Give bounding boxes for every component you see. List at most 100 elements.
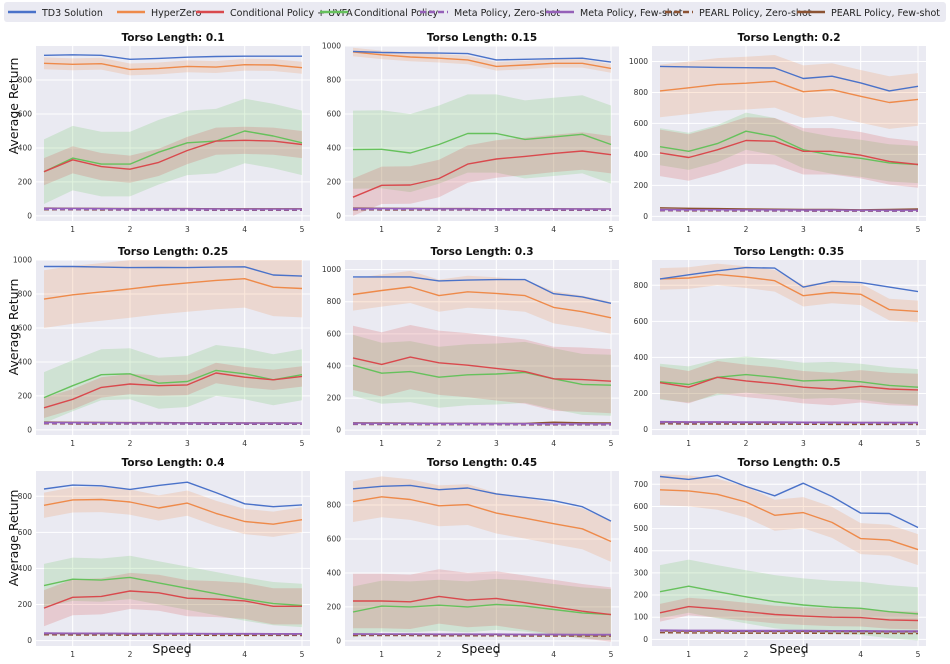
legend-label: PEARL Policy, Few-shot — [831, 8, 940, 19]
x-tick-label: 1 — [686, 439, 691, 448]
x-tick-label: 1 — [686, 225, 691, 234]
y-tick-label: 800 — [634, 281, 649, 290]
y-tick-label: 0 — [336, 636, 341, 645]
legend-label: Conditional Policy — [354, 8, 439, 19]
x-tick-label: 2 — [437, 439, 442, 448]
x-tick-label: 2 — [744, 650, 749, 659]
chart-title: Torso Length: 0.4 — [121, 457, 224, 469]
series-line — [660, 630, 918, 631]
y-axis-label-row-1: Average Return — [6, 58, 21, 155]
legend-label: PEARL Policy, Zero-shot — [699, 8, 812, 19]
x-tick-label: 2 — [744, 439, 749, 448]
x-tick-label: 4 — [551, 439, 556, 448]
y-tick-label: 200 — [634, 591, 649, 600]
y-tick-label: 100 — [634, 613, 649, 622]
legend-label: HyperZero — [151, 8, 202, 19]
legend-label: Conditional Policy + UVFA — [230, 8, 353, 19]
x-axis-label-col-2: Speed — [461, 641, 500, 656]
chart-title: Torso Length: 0.45 — [427, 457, 537, 469]
y-tick-label: 200 — [327, 394, 342, 403]
x-tick-label: 1 — [379, 225, 384, 234]
x-tick-label: 3 — [185, 225, 190, 234]
series-line — [660, 422, 918, 423]
x-tick-label: 5 — [916, 439, 921, 448]
y-tick-label: 400 — [634, 150, 649, 159]
x-tick-label: 5 — [916, 650, 921, 659]
y-tick-label: 500 — [634, 524, 649, 533]
x-tick-label: 3 — [494, 439, 499, 448]
x-tick-label: 4 — [858, 650, 863, 659]
y-axis-label-row-2: Average Return — [6, 279, 21, 376]
x-tick-label: 5 — [300, 439, 305, 448]
x-tick-label: 2 — [128, 225, 133, 234]
x-tick-label: 2 — [437, 650, 442, 659]
x-tick-label: 1 — [379, 650, 384, 659]
x-tick-label: 5 — [609, 439, 614, 448]
y-tick-label: 600 — [327, 109, 342, 118]
x-tick-label: 1 — [70, 650, 75, 659]
y-tick-label: 600 — [634, 317, 649, 326]
y-tick-label: 200 — [18, 600, 33, 609]
x-tick-label: 4 — [551, 650, 556, 659]
y-tick-label: 600 — [634, 119, 649, 128]
x-tick-label: 5 — [300, 650, 305, 659]
y-tick-label: 200 — [18, 177, 33, 186]
chart-title: Torso Length: 0.5 — [737, 457, 840, 469]
y-tick-label: 1000 — [322, 265, 341, 274]
series-line — [660, 210, 918, 211]
y-tick-label: 400 — [327, 143, 342, 152]
legend-label: Meta Policy, Zero-shot — [454, 8, 560, 19]
y-tick-label: 1000 — [629, 57, 648, 66]
y-tick-label: 0 — [27, 211, 32, 220]
x-axis-label-col-3: Speed — [769, 641, 808, 656]
y-tick-label: 400 — [327, 568, 342, 577]
x-tick-label: 1 — [70, 225, 75, 234]
x-tick-label: 2 — [128, 650, 133, 659]
y-tick-label: 0 — [643, 425, 648, 434]
y-tick-label: 600 — [327, 534, 342, 543]
y-tick-label: 0 — [336, 211, 341, 220]
y-tick-label: 800 — [327, 75, 342, 84]
x-tick-label: 5 — [609, 650, 614, 659]
legend: TD3 Solution HyperZero Conditional Policy … — [4, 2, 946, 22]
x-tick-label: 2 — [744, 225, 749, 234]
y-tick-label: 0 — [27, 425, 32, 434]
y-tick-label: 400 — [634, 546, 649, 555]
x-tick-label: 4 — [242, 225, 247, 234]
x-tick-label: 1 — [686, 650, 691, 659]
y-tick-label: 1000 — [322, 42, 341, 51]
x-tick-label: 4 — [242, 650, 247, 659]
series-line — [353, 423, 611, 424]
chart-title: Torso Length: 0.15 — [427, 32, 537, 44]
x-tick-label: 1 — [70, 439, 75, 448]
y-tick-label: 800 — [634, 88, 649, 97]
series-line — [353, 208, 611, 209]
y-tick-label: 0 — [643, 212, 648, 221]
y-tick-label: 400 — [327, 361, 342, 370]
x-tick-label: 2 — [128, 439, 133, 448]
legend-label: TD3 Solution — [41, 8, 103, 19]
x-tick-label: 3 — [494, 225, 499, 234]
y-tick-label: 200 — [327, 177, 342, 186]
series-line — [44, 208, 302, 209]
x-tick-label: 2 — [437, 225, 442, 234]
y-tick-label: 800 — [327, 297, 342, 306]
chart-title: Torso Length: 0.3 — [430, 246, 533, 258]
x-tick-label: 5 — [916, 225, 921, 234]
y-tick-label: 0 — [27, 636, 32, 645]
x-tick-label: 3 — [801, 439, 806, 448]
x-tick-label: 3 — [185, 439, 190, 448]
y-tick-label: 200 — [18, 391, 33, 400]
